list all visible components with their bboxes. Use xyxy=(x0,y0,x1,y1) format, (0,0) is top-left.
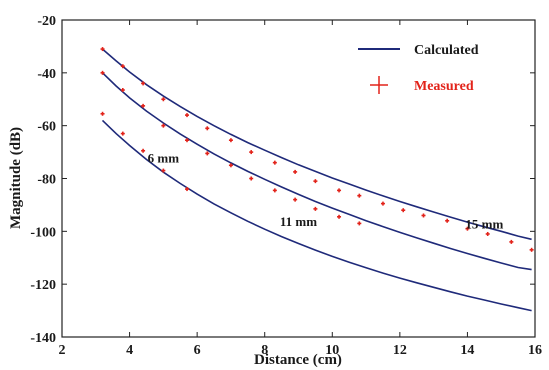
measured-point-11-mm xyxy=(313,206,318,211)
measured-point-15-mm xyxy=(421,213,426,218)
measured-point-15-mm xyxy=(141,81,146,86)
measured-point-11-mm xyxy=(100,70,105,75)
y-tick-label: -20 xyxy=(37,14,56,29)
measured-point-11-mm xyxy=(161,123,166,128)
measured-point-15-mm xyxy=(313,179,318,184)
x-tick-label: 6 xyxy=(194,343,201,358)
measured-point-15-mm xyxy=(249,150,254,155)
measured-point-15-mm xyxy=(205,126,210,131)
measured-point-15-mm xyxy=(380,201,385,206)
annotation-6-mm: 6 mm xyxy=(148,151,180,166)
y-axis-ticks: -20 -40 -60 -80 -100 -120 -140 xyxy=(30,14,535,346)
legend-calculated-label: Calculated xyxy=(414,43,479,58)
measured-series-group xyxy=(100,47,534,252)
calculated-line-15-mm xyxy=(101,48,532,241)
x-axis-label: Distance (cm) xyxy=(254,352,342,368)
measured-point-15-mm xyxy=(228,138,233,143)
annotation-group: 6 mm 11 mm 15 mm xyxy=(148,151,504,232)
measured-point-15-mm xyxy=(272,160,277,165)
legend-measured-marker xyxy=(370,76,388,94)
x-tick-label: 2 xyxy=(59,343,66,358)
x-tick-label: 8 xyxy=(261,343,268,358)
measured-point-15-mm xyxy=(445,218,450,223)
y-tick-label: -140 xyxy=(30,331,56,346)
plot-frame xyxy=(61,19,536,338)
measured-point-11-mm xyxy=(185,138,190,143)
measured-point-6-mm xyxy=(185,187,190,192)
measured-point-15-mm xyxy=(465,226,470,231)
y-tick-label: -80 xyxy=(37,173,56,188)
y-tick-label: -120 xyxy=(30,278,56,293)
measured-point-11-mm xyxy=(272,188,277,193)
annotation-15-mm: 15 mm xyxy=(465,217,503,232)
measured-point-15-mm xyxy=(185,113,190,118)
measured-point-11-mm xyxy=(337,214,342,219)
measured-point-11-mm xyxy=(357,221,362,226)
legend-measured-label: Measured xyxy=(414,79,474,94)
measured-point-11-mm xyxy=(120,88,125,93)
y-tick-label: -60 xyxy=(37,120,56,135)
y-tick-label: -40 xyxy=(37,67,56,82)
legend: Calculated Measured xyxy=(358,43,479,94)
x-tick-label: 12 xyxy=(393,343,407,358)
measured-point-11-mm xyxy=(141,103,146,108)
calculated-series-group xyxy=(101,48,532,312)
measured-point-11-mm xyxy=(249,176,254,181)
measured-point-11-mm xyxy=(205,151,210,156)
x-tick-label: 4 xyxy=(126,343,133,358)
measured-point-15-mm xyxy=(509,239,514,244)
measured-point-11-mm xyxy=(228,163,233,168)
measured-point-15-mm xyxy=(100,47,105,52)
annotation-11-mm: 11 mm xyxy=(280,214,317,229)
measured-point-6-mm xyxy=(100,111,105,116)
measured-point-15-mm xyxy=(293,169,298,174)
x-tick-label: 10 xyxy=(325,343,339,358)
measured-point-15-mm xyxy=(357,193,362,198)
x-axis-ticks: 2 4 6 8 10 12 14 16 xyxy=(59,20,542,358)
y-axis-label: Magnitude (dB) xyxy=(8,127,24,229)
measured-point-15-mm xyxy=(401,208,406,213)
calculated-line-6-mm xyxy=(101,119,532,312)
measured-point-15-mm xyxy=(485,231,490,236)
measured-point-11-mm xyxy=(293,197,298,202)
x-tick-label: 16 xyxy=(528,343,542,358)
measured-point-15-mm xyxy=(161,97,166,102)
measured-point-15-mm xyxy=(337,188,342,193)
y-tick-label: -100 xyxy=(30,225,56,240)
measured-point-6-mm xyxy=(141,148,146,153)
calculated-line-11-mm xyxy=(101,72,532,271)
measured-point-6-mm xyxy=(120,131,125,136)
measured-point-15-mm xyxy=(120,64,125,69)
measured-point-15-mm xyxy=(529,247,534,252)
measured-point-6-mm xyxy=(161,168,166,173)
x-tick-label: 14 xyxy=(460,343,474,358)
